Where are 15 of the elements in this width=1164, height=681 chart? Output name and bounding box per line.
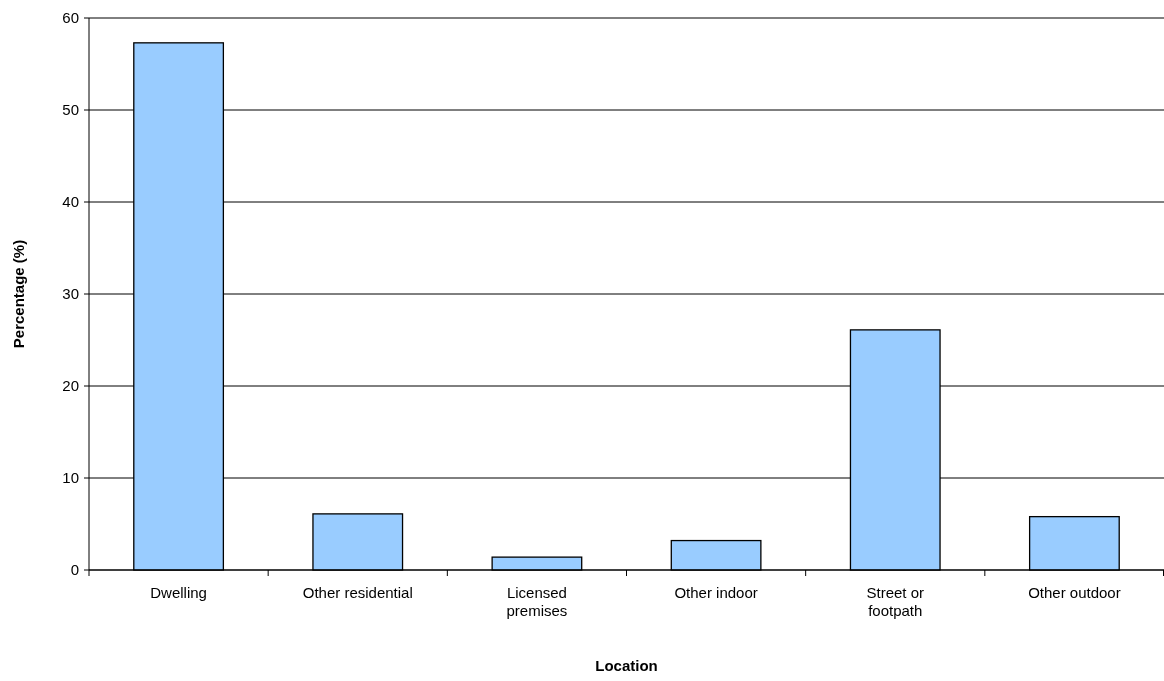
y-tick-label: 10: [62, 469, 79, 487]
y-tick-label: 30: [62, 285, 79, 303]
x-tick-label: Other residential: [302, 584, 413, 601]
y-tick-label: 60: [62, 9, 79, 27]
x-tick-label: Other outdoor: [1028, 584, 1121, 601]
x-tick-label: Dwelling: [150, 584, 207, 601]
x-axis-title: Location: [595, 657, 658, 674]
x-tick-label: Street or footpath: [866, 584, 925, 619]
y-tick-label: 40: [62, 193, 79, 211]
y-tick-label: 0: [70, 561, 79, 579]
y-tick-label: 50: [62, 101, 79, 119]
x-tick-label: Other indoor: [674, 584, 758, 601]
y-axis-title: Percentage (%): [10, 239, 27, 349]
x-tick-label: Licensed premises: [506, 584, 568, 619]
y-tick-label: 20: [62, 377, 79, 395]
